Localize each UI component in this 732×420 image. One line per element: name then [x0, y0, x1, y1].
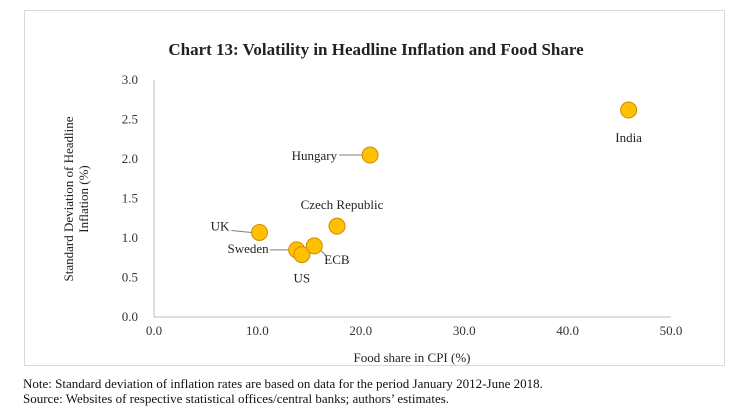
chart-notes: Note: Standard deviation of inflation ra… — [23, 376, 543, 406]
callout-line-uk — [231, 229, 252, 233]
x-tick-label: 50.0 — [660, 323, 683, 338]
point-hungary — [361, 146, 379, 164]
source-text: Source: Websites of respective statistic… — [23, 391, 450, 406]
note-text: Note: Standard deviation of inflation ra… — [23, 376, 543, 391]
y-tick-label: 3.0 — [122, 72, 138, 87]
y-axis-title-line2: Inflation (%) — [76, 165, 91, 233]
point-czech-republic — [328, 217, 346, 235]
point-label-czech-republic: Czech Republic — [301, 197, 384, 212]
scatter-chart: Chart 13: Volatility in Headline Inflati… — [61, 40, 683, 365]
point-us — [293, 246, 311, 264]
y-axis-title-line1: Standard Deviation of Headline — [61, 116, 76, 281]
x-tick-label: 20.0 — [349, 323, 372, 338]
point-label-sweden: Sweden — [228, 241, 270, 256]
point-ecb — [305, 237, 323, 255]
x-tick-label: 40.0 — [556, 323, 579, 338]
point-label-india: India — [615, 130, 642, 145]
chart-frame: Chart 13: Volatility in Headline Inflati… — [24, 10, 725, 366]
point-label-us: US — [294, 271, 311, 286]
x-tick-label: 0.0 — [146, 323, 162, 338]
y-tick-label: 2.0 — [122, 151, 138, 166]
y-tick-label: 2.5 — [122, 112, 138, 127]
y-tick-label: 0.5 — [122, 270, 138, 285]
y-tick-label: 0.0 — [122, 309, 138, 324]
x-axis-title: Food share in CPI (%) — [354, 350, 471, 365]
callout-line-ecb — [319, 249, 327, 257]
y-tick-label: 1.0 — [122, 230, 138, 245]
chart-title: Chart 13: Volatility in Headline Inflati… — [168, 40, 584, 59]
point-uk — [250, 223, 268, 241]
point-label-ecb: ECB — [324, 252, 350, 267]
point-label-uk: UK — [211, 218, 230, 233]
y-tick-label: 1.5 — [122, 191, 138, 206]
x-tick-label: 30.0 — [453, 323, 476, 338]
x-tick-label: 10.0 — [246, 323, 269, 338]
point-label-hungary: Hungary — [292, 148, 338, 163]
point-india — [620, 101, 638, 119]
